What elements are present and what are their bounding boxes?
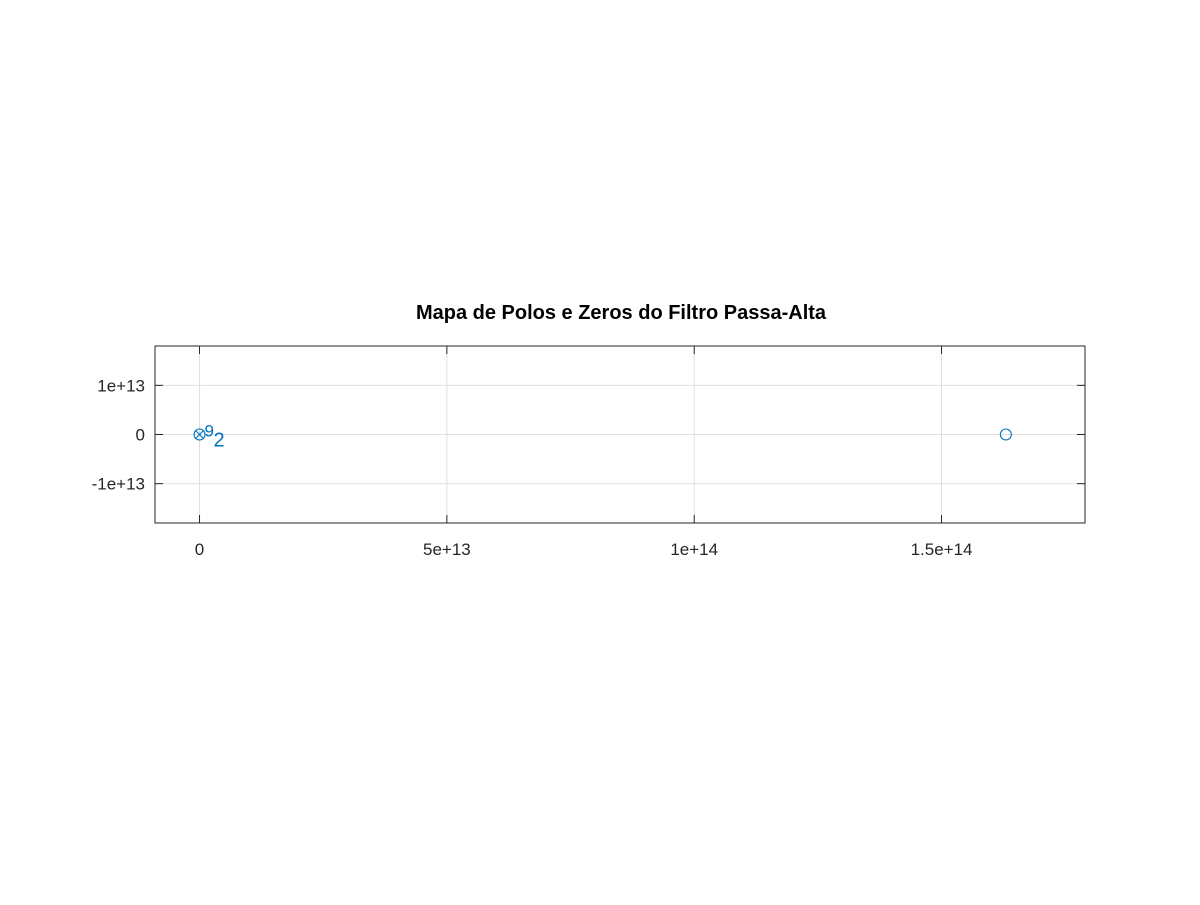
chart-title: Mapa de Polos e Zeros do Filtro Passa-Al… (416, 302, 827, 324)
grid-lines (155, 346, 1085, 523)
y-tick-labels: 1e+13 0 -1e+13 (92, 376, 145, 493)
zero-marker (193, 428, 206, 441)
zero-marker (999, 428, 1012, 441)
pole-marker (194, 429, 205, 440)
x-tick-label: 0 (195, 540, 204, 559)
x-tick-label: 5e+13 (423, 540, 471, 559)
axis-ticks (155, 346, 1085, 523)
x-tick-label: 1.5e+14 (911, 540, 973, 559)
x-tick-label: 1e+14 (670, 540, 718, 559)
multiplicity-label: 2 (214, 430, 225, 452)
y-tick-label: -1e+13 (92, 475, 145, 494)
markers (193, 428, 1012, 441)
multiplicity-label: 9 (205, 422, 214, 441)
y-tick-label: 1e+13 (97, 376, 145, 395)
pole-marker-stroke (194, 429, 205, 440)
x-tick-labels: 0 5e+13 1e+14 1.5e+14 (195, 540, 973, 559)
y-tick-label: 0 (136, 426, 145, 445)
